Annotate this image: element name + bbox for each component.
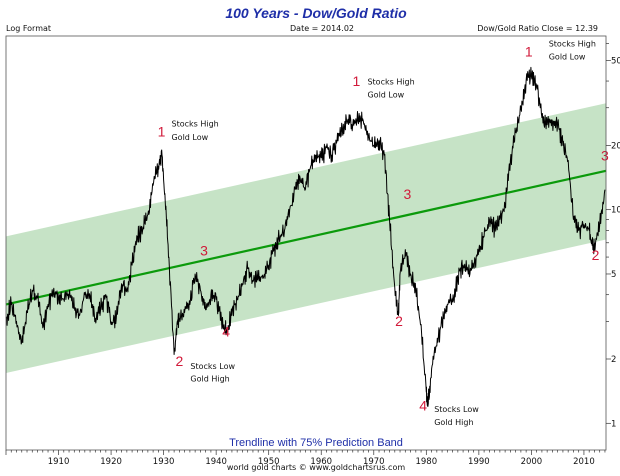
footer-label: Trendline with 75% Prediction Band — [229, 437, 403, 449]
annotation-note: Gold Low — [367, 90, 404, 99]
y-tick-label: 10 — [611, 206, 620, 216]
y-tick-label: 50 — [611, 56, 620, 66]
x-tick-label: 1940 — [205, 457, 227, 467]
phase-marker-3: 3 — [404, 186, 412, 202]
y-axis: 1 2 5 10 20 50 — [606, 43, 620, 429]
series-layer — [5, 66, 606, 407]
phase-marker-4: 4 — [222, 323, 230, 339]
phase-marker-4: 4 — [419, 397, 427, 413]
x-tick-label: 1910 — [48, 457, 70, 467]
x-tick-label: 1950 — [258, 457, 280, 467]
x-tick-label: 1980 — [415, 457, 437, 467]
phase-marker-1: 1 — [158, 124, 166, 140]
annotation-note: Stocks Low — [190, 362, 235, 371]
x-tick-label: 1930 — [153, 457, 175, 467]
annotation-note: Stocks High — [549, 40, 596, 49]
annotation-note: Stocks Low — [434, 405, 479, 414]
subtitle-left: Log Format — [6, 24, 51, 33]
y-tick-label: 1 — [611, 419, 616, 429]
phase-marker-3: 3 — [200, 243, 208, 259]
phase-marker-2: 2 — [592, 247, 600, 263]
annotation-note: Gold Low — [549, 52, 586, 61]
annotation-note: Gold Low — [171, 133, 208, 142]
y-tick-label: 5 — [611, 270, 616, 280]
annotation-layer: 1 1 1 2 2 2 3 3 3 4 4 Stocks High Gold Low Stocks Hig… — [158, 40, 609, 428]
x-axis: 1910 1920 1930 1940 1950 1960 1970 1980 1990 2000… — [5, 450, 606, 467]
credit-label: world gold charts © www.goldchartsrus.co… — [227, 463, 405, 472]
x-tick-label: 2000 — [521, 457, 543, 467]
x-tick-label: 1960 — [310, 457, 332, 467]
x-tick-label: 1920 — [100, 457, 122, 467]
phase-marker-3: 3 — [601, 147, 609, 163]
x-tick-label: 1990 — [468, 457, 490, 467]
y-tick-label: 2 — [611, 355, 616, 365]
phase-marker-1: 1 — [353, 73, 361, 89]
y-tick-label: 20 — [611, 141, 620, 151]
chart-title: 100 Years - Dow/Gold Ratio — [225, 5, 407, 21]
x-tick-label: 2010 — [573, 457, 595, 467]
x-tick-label: 1970 — [363, 457, 385, 467]
series-line-dow-gold-ratio — [5, 66, 606, 407]
phase-marker-2: 2 — [395, 313, 403, 329]
subtitle-right: Dow/Gold Ratio Close = 12.39 — [477, 24, 598, 33]
annotation-note: Gold High — [434, 418, 473, 427]
phase-marker-1: 1 — [525, 44, 533, 60]
phase-marker-2: 2 — [175, 353, 183, 369]
subtitle-center: Date = 2014.02 — [290, 24, 354, 33]
annotation-note: Stocks High — [171, 120, 218, 129]
annotation-note: Gold High — [190, 374, 229, 383]
annotation-note: Stocks High — [367, 78, 414, 87]
